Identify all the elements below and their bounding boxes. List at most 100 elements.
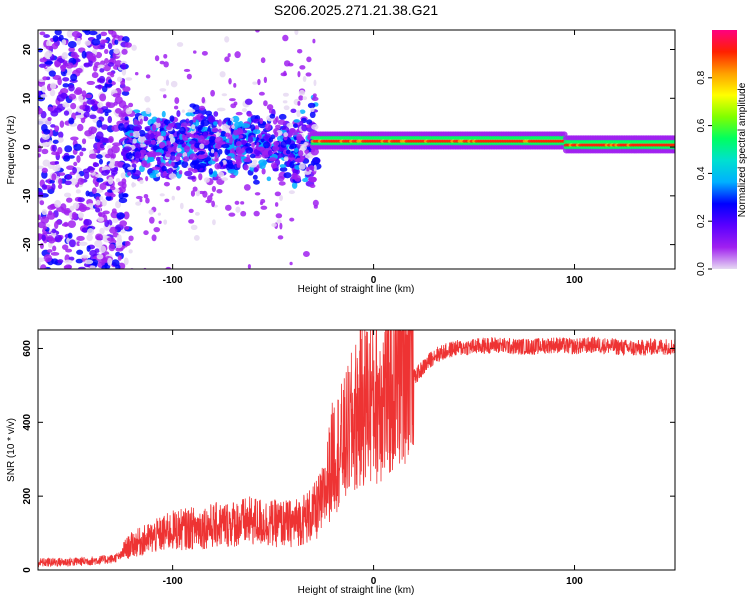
spectrogram-cell [137,135,147,143]
spectrogram-cell [115,242,123,249]
colorbar-tick-label: 0.2 [696,214,707,228]
spectrogram-cell [81,50,87,59]
spectrogram-cell [156,117,161,124]
spectrogram-cell [70,51,78,58]
spectrogram-cell [133,119,138,126]
spectrogram-cell [69,205,75,211]
spectrogram-cell [138,129,146,137]
spectrogram-cell [291,181,298,189]
spectrogram-cell [163,53,168,59]
spectrogram-cell [165,266,172,269]
spectrogram-cell [157,135,164,142]
spectrogram-cell [229,117,234,122]
spectrogram-cell [274,131,279,138]
spectrogram-cell [51,228,57,234]
spectrogram-cell [240,201,245,205]
spectrogram-cell [162,94,167,99]
spectrogram-cell [235,140,242,147]
spectrogram-cell [132,138,137,144]
spectrogram-cell [266,104,274,111]
spectrogram-cell [208,117,213,122]
spectrogram-cell [293,123,298,129]
spectrogram-cell [158,220,162,224]
spectrogram-cell [260,205,268,210]
spectrogram-cell [238,134,244,139]
spectrogram-cell [267,149,273,157]
spectrogram-cell [194,115,201,120]
spectrogram-cell [113,101,118,106]
spectrogram-cell [196,154,206,160]
spectrogram-cell [142,116,149,122]
spectrogram-cell [60,203,67,211]
spectrogram-cell [91,187,97,194]
spectrogram-cell [284,157,289,162]
spectrogram-cell [256,142,260,147]
spectrogram-cell [277,235,284,240]
spectrogram-cell [211,200,216,208]
spectrogram-cell [118,191,125,200]
spectrogram-cell [116,234,122,242]
spectrogram-cell [131,159,135,164]
spectrogram-cell [157,212,161,216]
spectrogram-cell [214,156,218,162]
spectrogram-cell [83,219,93,226]
spectrogram-cell [111,145,120,154]
spectrogram-cell [59,87,69,94]
spectrogram-cell [201,50,208,56]
spectrogram-cell [224,36,230,43]
spectrogram-cell [191,168,198,173]
spectrogram-cell [141,160,148,168]
snr-frame [37,329,676,571]
spectrogram-cell [234,51,241,59]
spectrogram-cell [266,176,272,182]
spectrogram-cell [209,131,214,136]
spectrogram-cell [269,285,273,292]
spectrogram-cell [159,193,165,197]
spectrogram-cell [127,166,135,171]
spectrogram-cell [104,191,113,197]
spectrogram-cell [144,140,153,146]
spectrogram-cell [47,116,52,122]
spectrogram-cell [260,138,265,143]
spectrogram-cell [159,88,167,92]
spectrogram-x-tick-label: 0 [371,275,377,286]
spectrogram-cell [118,100,127,109]
spectrogram-cell [75,258,83,264]
spectrogram-cell [291,172,298,180]
spectrogram-cell [88,59,93,67]
spectrogram-cell [41,123,48,132]
spectrogram-cell [252,129,261,135]
spectrogram-cell [152,152,157,158]
spectrogram-cell [38,257,45,263]
spectrogram-cell [38,107,43,115]
spectrogram-cell [169,137,176,143]
spectrogram-cell [268,137,274,143]
spectrogram-cell [181,109,185,113]
spectrogram-cell [208,139,216,146]
spectrogram-cell [252,159,258,165]
spectrogram-cell [275,116,279,123]
spectrogram-cell [298,163,306,170]
spectrogram-cell [75,189,81,194]
spectrogram-cell [43,34,50,38]
spectrogram-cell [246,154,251,161]
spectrogram-cell [40,94,48,98]
spectrogram-cell [216,107,226,112]
spectrogram-cell [252,81,258,85]
spectrogram-cell [190,224,198,231]
spectrogram-cell [101,170,110,176]
spectrogram-cell [313,79,317,87]
spectrogram-cell [285,149,291,155]
spectrogram-cell [298,95,304,101]
spectrogram-cell [84,94,93,99]
spectrogram-cell [176,147,182,153]
spectrogram-cell [82,30,90,33]
spectrogram-cell [161,165,167,172]
spectrogram-cell [302,251,310,257]
spectrogram-cell [108,243,116,252]
spectrogram-cell [81,147,87,152]
spectrogram-cell [71,211,78,220]
spectrogram-cell [250,124,256,132]
spectrogram-cell [151,166,161,171]
spectrogram-cell [269,113,276,119]
